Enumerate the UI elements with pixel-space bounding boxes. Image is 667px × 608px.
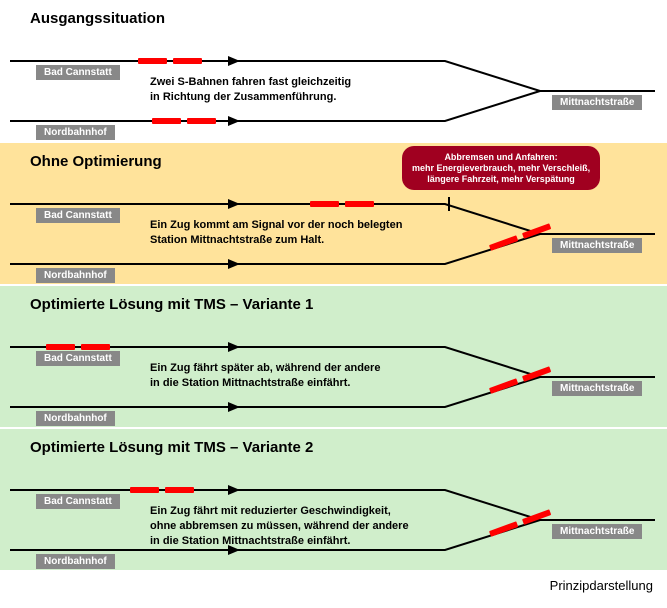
panel-description: Ein Zug fährt später ab, während der and… bbox=[150, 361, 380, 391]
panel-var1: Optimierte Lösung mit TMS – Variante 1 B… bbox=[0, 286, 667, 427]
station-label-bottom: Nordbahnhof bbox=[36, 268, 115, 283]
panel-ohne: Ohne Optimierung Bad CannstattNordbahnho… bbox=[0, 143, 667, 284]
station-label-bottom: Nordbahnhof bbox=[36, 125, 115, 140]
train-segment bbox=[310, 201, 339, 207]
train-segment bbox=[173, 58, 202, 64]
station-label-bottom: Nordbahnhof bbox=[36, 554, 115, 569]
track-area: Bad CannstattNordbahnhofMittnachtstraßeE… bbox=[0, 319, 667, 419]
station-label-right: Mittnachtstraße bbox=[552, 381, 642, 396]
panel-title: Optimierte Lösung mit TMS – Variante 2 bbox=[0, 439, 667, 456]
station-label-right: Mittnachtstraße bbox=[552, 95, 642, 110]
station-label-top: Bad Cannstatt bbox=[36, 494, 120, 509]
panel-description: Zwei S-Bahnen fahren fast gleichzeitigin… bbox=[150, 75, 351, 105]
train-segment bbox=[345, 201, 374, 207]
panel-title: Optimierte Lösung mit TMS – Variante 1 bbox=[0, 296, 667, 313]
train-segment bbox=[138, 58, 167, 64]
train-segment bbox=[165, 487, 194, 493]
panel-var2: Optimierte Lösung mit TMS – Variante 2 B… bbox=[0, 429, 667, 570]
footer-caption: Prinzipdarstellung bbox=[0, 572, 667, 603]
station-label-top: Bad Cannstatt bbox=[36, 208, 120, 223]
station-label-top: Bad Cannstatt bbox=[36, 65, 120, 80]
train-segment bbox=[46, 344, 75, 350]
station-label-right: Mittnachtstraße bbox=[552, 238, 642, 253]
panel-ausgang: Ausgangssituation Bad CannstattNordbahnh… bbox=[0, 0, 667, 141]
train-segment bbox=[187, 118, 216, 124]
panel-title: Ausgangssituation bbox=[0, 10, 667, 27]
panel-description: Ein Zug fährt mit reduzierter Geschwindi… bbox=[150, 504, 409, 549]
signal-marker bbox=[448, 197, 450, 211]
station-label-bottom: Nordbahnhof bbox=[36, 411, 115, 426]
station-label-right: Mittnachtstraße bbox=[552, 524, 642, 539]
track-area: Bad CannstattNordbahnhofMittnachtstraßeE… bbox=[0, 176, 667, 276]
track-area: Bad CannstattNordbahnhofMittnachtstraßeZ… bbox=[0, 33, 667, 133]
callout-bubble: Abbremsen und Anfahren:mehr Energieverbr… bbox=[402, 146, 600, 190]
panel-description: Ein Zug kommt am Signal vor der noch bel… bbox=[150, 218, 402, 248]
train-segment bbox=[130, 487, 159, 493]
track-area: Bad CannstattNordbahnhofMittnachtstraßeE… bbox=[0, 462, 667, 562]
train-segment bbox=[152, 118, 181, 124]
train-segment bbox=[81, 344, 110, 350]
station-label-top: Bad Cannstatt bbox=[36, 351, 120, 366]
